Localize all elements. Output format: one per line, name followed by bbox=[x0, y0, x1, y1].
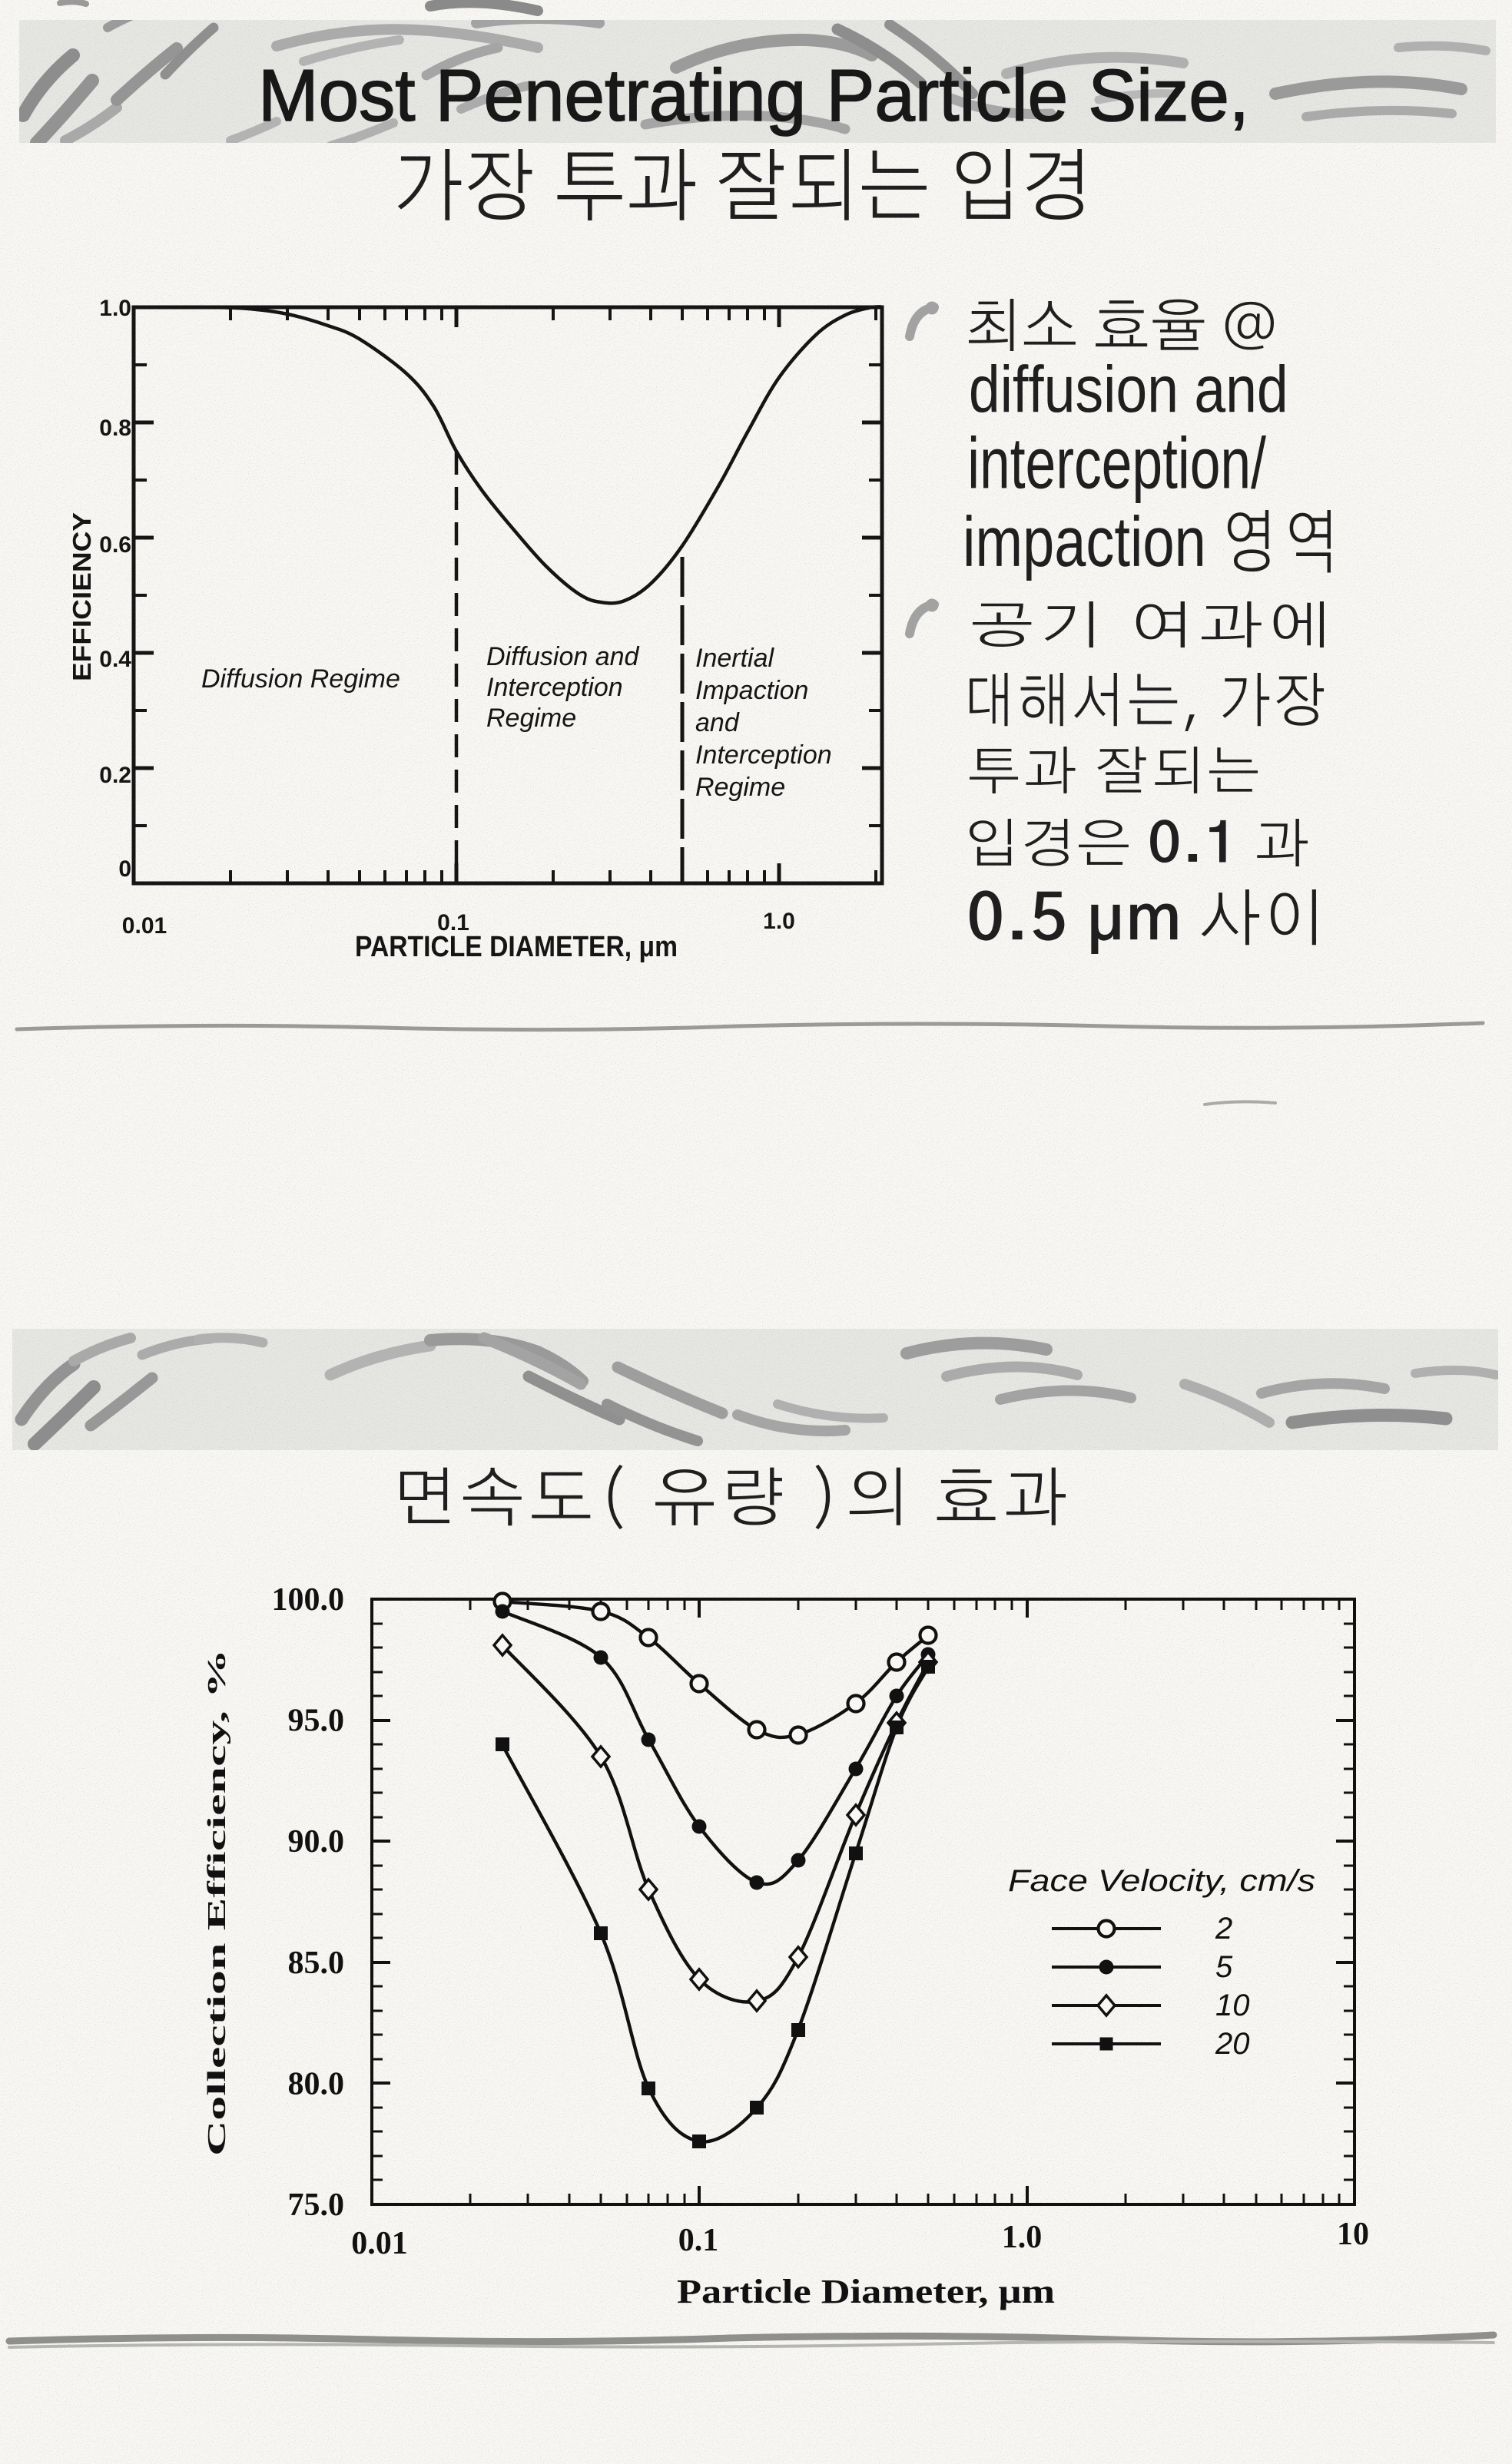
svg-text:Interception: Interception bbox=[695, 740, 832, 770]
svg-text:and: and bbox=[695, 708, 740, 737]
svg-text:Regime: Regime bbox=[695, 773, 785, 802]
svg-text:85.0: 85.0 bbox=[288, 1946, 345, 1981]
svg-text:0.01: 0.01 bbox=[351, 2226, 408, 2261]
svg-text:EFFICIENCY: EFFICIENCY bbox=[68, 512, 96, 681]
svg-text:0.01: 0.01 bbox=[122, 913, 167, 939]
svg-text:Diffusion and: Diffusion and bbox=[486, 642, 640, 671]
svg-text:95.0: 95.0 bbox=[288, 1704, 345, 1739]
svg-text:Impaction: Impaction bbox=[695, 676, 808, 705]
svg-text:80.0: 80.0 bbox=[288, 2066, 345, 2101]
svg-text:Most Penetrating Particle Size: Most Penetrating Particle Size, bbox=[258, 55, 1249, 137]
svg-text:Regime: Regime bbox=[486, 704, 576, 733]
svg-text:Inertial: Inertial bbox=[695, 644, 774, 673]
svg-text:0.1: 0.1 bbox=[678, 2223, 719, 2258]
svg-text:1.0: 1.0 bbox=[1002, 2220, 1043, 2255]
svg-text:PARTICLE DIAMETER, μm: PARTICLE DIAMETER, μm bbox=[355, 931, 678, 963]
svg-text:0.1: 0.1 bbox=[437, 910, 469, 936]
svg-text:1.0: 1.0 bbox=[99, 296, 131, 321]
svg-text:5: 5 bbox=[1215, 1950, 1233, 1984]
svg-text:20: 20 bbox=[1215, 2027, 1250, 2061]
svg-text:0.6: 0.6 bbox=[99, 532, 131, 558]
svg-text:0.4: 0.4 bbox=[99, 647, 131, 672]
svg-text:0.8: 0.8 bbox=[99, 416, 131, 441]
svg-text:90.0: 90.0 bbox=[288, 1824, 345, 1860]
svg-text:10: 10 bbox=[1215, 1989, 1250, 2022]
svg-text:Interception: Interception bbox=[486, 673, 623, 702]
svg-text:100.0: 100.0 bbox=[272, 1582, 345, 1618]
svg-text:Diffusion Regime: Diffusion Regime bbox=[201, 664, 400, 694]
svg-text:0: 0 bbox=[118, 856, 131, 882]
svg-text:0.2: 0.2 bbox=[99, 763, 131, 788]
svg-text:10: 10 bbox=[1337, 2217, 1369, 2252]
svg-text:75.0: 75.0 bbox=[288, 2187, 345, 2223]
svg-text:Particle Diameter, μm: Particle Diameter, μm bbox=[677, 2273, 1055, 2310]
svg-text:1.0: 1.0 bbox=[763, 909, 795, 934]
svg-text:Face Velocity, cm/s: Face Velocity, cm/s bbox=[1008, 1864, 1315, 1898]
svg-text:Collection Efficiency, %: Collection Efficiency, % bbox=[203, 1649, 231, 2156]
svg-text:2: 2 bbox=[1215, 1912, 1232, 1946]
